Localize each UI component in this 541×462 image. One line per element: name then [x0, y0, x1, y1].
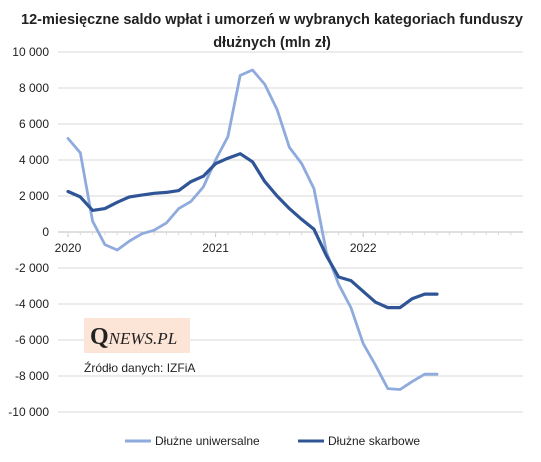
- y-tick-label: 10 000: [12, 45, 49, 59]
- legend: Dłużne uniwersalne Dłużne skarbowe: [125, 434, 420, 448]
- logo-text: QNEWS.PL: [90, 324, 177, 350]
- x-tick-label: 2022: [350, 241, 377, 255]
- y-tick-label: -10 000: [8, 405, 49, 419]
- y-axis: 10 000 8 000 6 000 4 000 2 000 0 -2 000 -4 000 -…: [8, 45, 49, 419]
- y-tick-label: -4 000: [15, 297, 49, 311]
- chart-title-line-1: 12-miesięczne saldo wpłat i umorzeń w wy…: [21, 12, 523, 28]
- y-tick-label: 0: [42, 225, 49, 239]
- source-annotation: Źródło danych: IZFiA: [84, 360, 195, 375]
- series-lines: [66, 68, 439, 391]
- grid-lines: [58, 51, 523, 413]
- y-tick-label: -2 000: [15, 261, 49, 275]
- y-tick-label: 2 000: [19, 189, 49, 203]
- legend-label-2: Dłużne skarbowe: [328, 434, 420, 448]
- x-axis: 2020 2021 2022: [55, 231, 523, 255]
- series-line-2: [66, 152, 439, 310]
- x-tick-label: 2020: [55, 241, 82, 255]
- logo-background: [84, 318, 190, 353]
- logo: QNEWS.PL: [84, 318, 190, 353]
- y-tick-label: 8 000: [19, 81, 49, 95]
- legend-label-1: Dłużne uniwersalne: [155, 434, 260, 448]
- series-line-1: [66, 68, 439, 391]
- y-tick-label: -6 000: [15, 333, 49, 347]
- logo-rest: NEWS.PL: [108, 329, 177, 348]
- y-tick-label: 4 000: [19, 153, 49, 167]
- logo-initial: Q: [90, 324, 109, 350]
- x-tick-label: 2021: [202, 241, 229, 255]
- chart-title-line-2: dłużnych (mln zł): [213, 35, 331, 51]
- y-tick-label: 6 000: [19, 117, 49, 131]
- y-tick-label: -8 000: [15, 369, 49, 383]
